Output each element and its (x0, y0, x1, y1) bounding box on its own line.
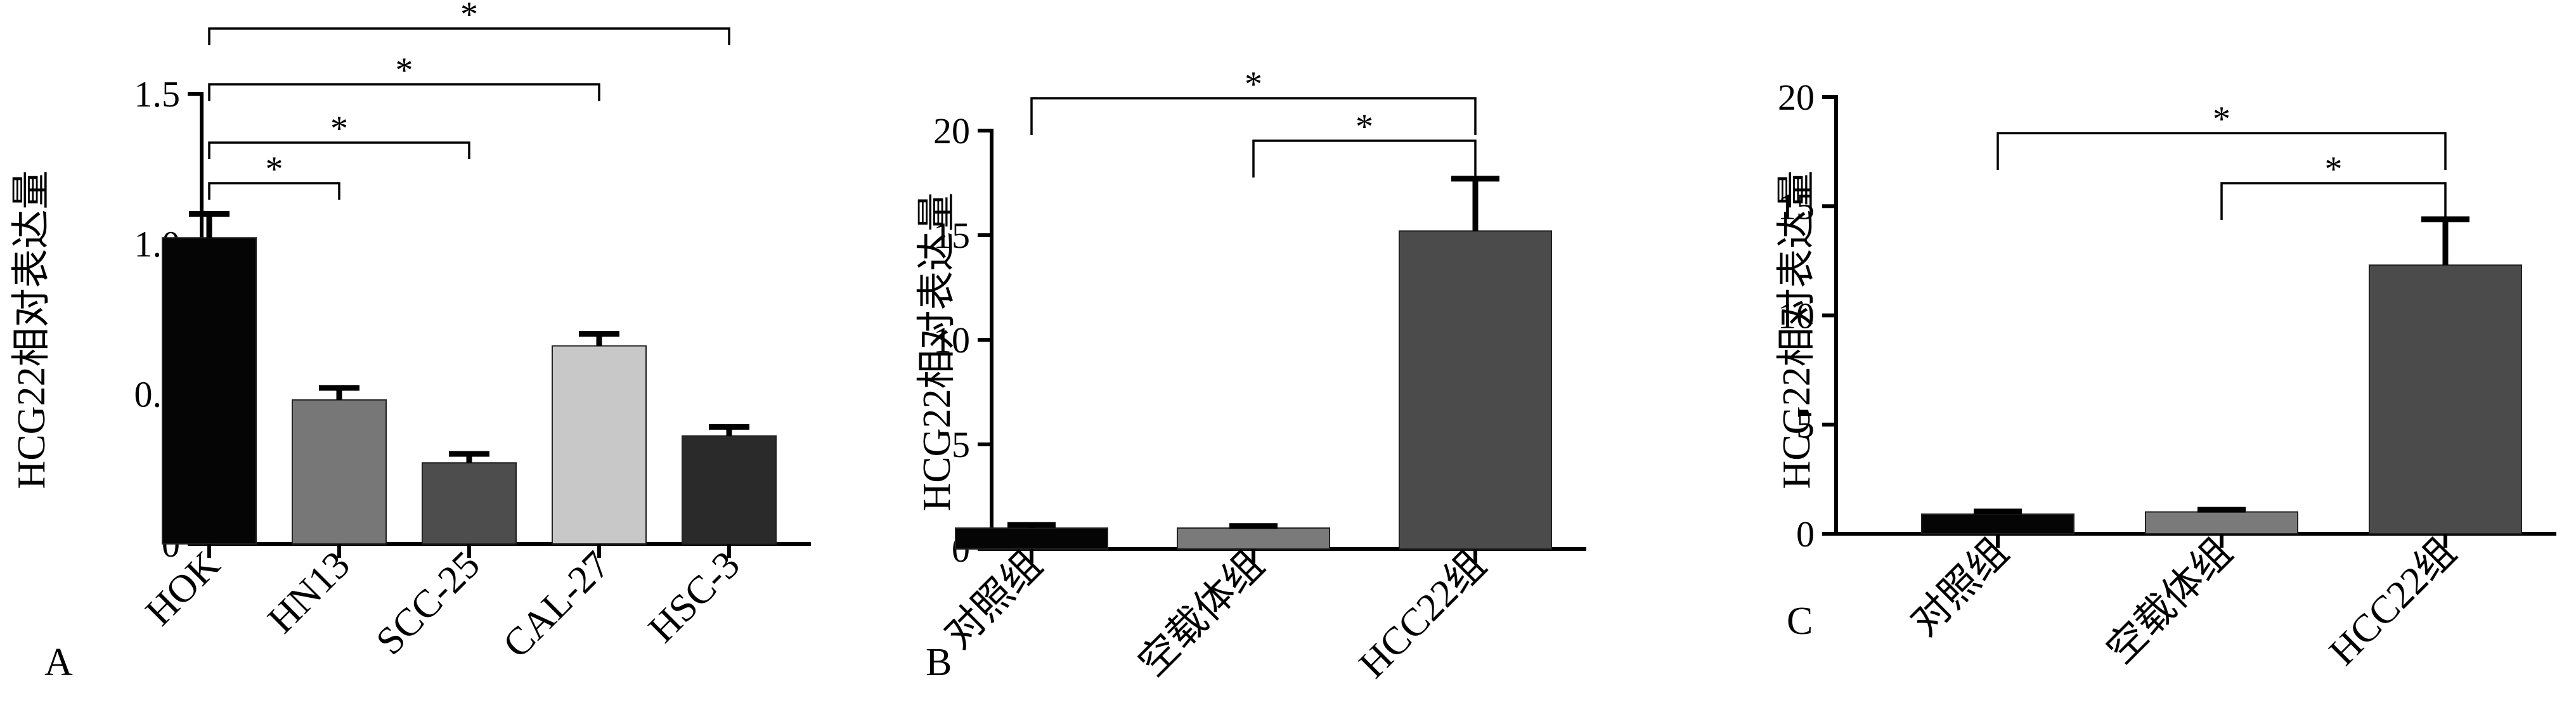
bar (2369, 264, 2522, 534)
y-tick-label: 20 (933, 110, 970, 152)
category-label: CAL-27 (495, 543, 618, 666)
y-tick-label: 0 (1796, 513, 1815, 555)
bar (682, 435, 777, 545)
y-tick-label: 10 (1778, 295, 1815, 337)
category-label: 对照组 (1903, 531, 2017, 645)
y-tick-label: 5 (952, 424, 970, 465)
y-tick-label: 15 (933, 215, 970, 256)
category-label: HN13 (260, 543, 358, 642)
y-tick-label: 20 (1778, 77, 1815, 118)
significance-bracket (2220, 182, 2447, 220)
category-label: HCC22组 (2321, 531, 2464, 674)
significance-bracket (208, 182, 340, 200)
y-tick-label: 15 (1778, 186, 1815, 227)
category-label: HOK (138, 543, 228, 634)
panel-label: C (1787, 600, 1813, 643)
panel-label: B (926, 641, 952, 684)
significance-star: * (460, 0, 478, 34)
significance-bracket (1030, 97, 1477, 135)
bar (2145, 511, 2298, 534)
significance-star: * (2213, 100, 2230, 139)
significance-bracket (208, 27, 730, 45)
category-label: SCC-25 (368, 543, 488, 663)
significance-star: * (1356, 107, 1373, 146)
bar (1177, 527, 1330, 550)
bar (292, 399, 387, 545)
significance-star: * (1245, 65, 1262, 104)
bar (955, 527, 1108, 550)
category-label: HSC-3 (640, 543, 748, 651)
significance-bracket (208, 141, 470, 159)
significance-bracket (1252, 139, 1477, 178)
bar (1921, 513, 2074, 534)
significance-star: * (2325, 150, 2343, 189)
significance-star: * (396, 51, 413, 90)
y-tick-label: 1.5 (134, 74, 181, 115)
significance-star: * (330, 109, 348, 148)
bar (552, 345, 647, 545)
y-tick-label: 10 (933, 320, 970, 361)
chart-panel-a: 00.51.01.5HCG22相对表达量HOKHN13SCC-25CAL-27H… (0, 0, 888, 710)
bar (422, 462, 517, 545)
category-label: 空载体组 (1130, 543, 1272, 685)
category-label: 空载体组 (2099, 531, 2240, 672)
significance-star: * (266, 150, 283, 189)
chart-a-svg: 00.51.01.5HCG22相对表达量HOKHN13SCC-25CAL-27H… (10, 0, 811, 684)
significance-bracket (1997, 132, 2447, 170)
bar (162, 237, 257, 545)
y-axis-label: HCG22相对表达量 (1775, 171, 1818, 489)
chart-panel-c: 0 5 10 15 20 HCG22相对表达量对照组 空载体组 HCC22组 * * C (1750, 0, 2576, 710)
significance-bracket (208, 83, 600, 101)
panel-label: A (44, 641, 73, 684)
bar (1399, 230, 1552, 550)
y-axis-label: HCG22相对表达量 (10, 171, 53, 489)
category-label: HCC22组 (1351, 543, 1494, 687)
y-tick-label: 5 (1796, 404, 1815, 446)
y-axis-label: HCG22相对表达量 (916, 193, 959, 512)
